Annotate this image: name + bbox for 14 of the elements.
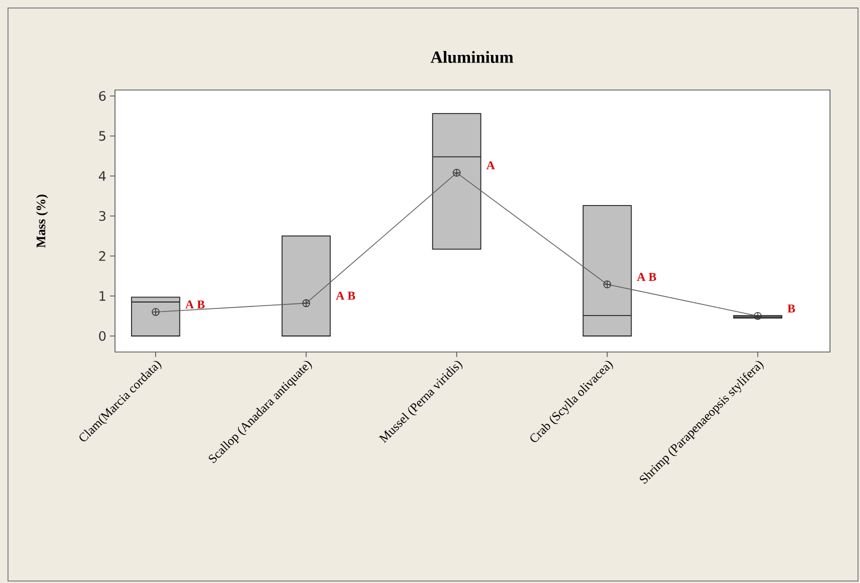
y-tick-label: 2	[99, 251, 106, 261]
annotation: B	[788, 304, 796, 312]
y-tick-label: 0	[99, 331, 106, 341]
annotation: A B	[185, 300, 205, 308]
annotation: A	[486, 161, 495, 170]
y-tick-label: 4	[98, 171, 106, 181]
y-tick-label: 1	[100, 291, 106, 301]
y-axis-title: Mass (%)	[36, 194, 48, 248]
annotation: A B	[336, 292, 356, 300]
y-tick-label: 3	[99, 211, 106, 221]
chart-title: Aluminium	[430, 50, 514, 63]
y-tick-label: 5	[99, 131, 106, 141]
annotation: A B	[636, 272, 656, 281]
y-tick-label: 6	[99, 91, 106, 101]
